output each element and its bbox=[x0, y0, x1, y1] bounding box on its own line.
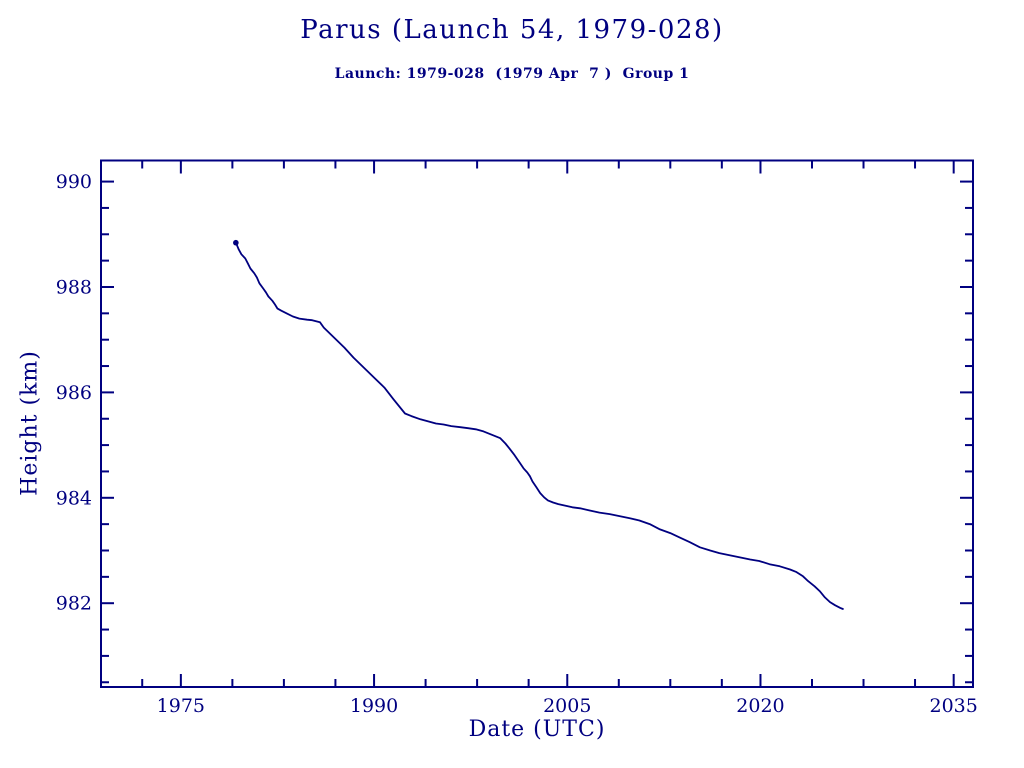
y-tick-label: 990 bbox=[56, 171, 92, 193]
x-axis-label: Date (UTC) bbox=[468, 717, 606, 742]
x-tick-label: 1990 bbox=[350, 695, 398, 717]
x-tick-label: 1975 bbox=[157, 695, 205, 717]
y-tick-label: 984 bbox=[56, 487, 92, 509]
plot-frame bbox=[100, 159, 974, 688]
y-axis-label: Height (km) bbox=[17, 350, 43, 496]
y-tick-label: 988 bbox=[56, 276, 92, 298]
x-tick-label: 2035 bbox=[929, 695, 977, 717]
y-tick-label: 982 bbox=[56, 593, 92, 615]
chart-title: Parus (Launch 54, 1979-028) bbox=[300, 15, 724, 45]
series-start-marker bbox=[233, 239, 239, 246]
x-tick-label: 2020 bbox=[736, 695, 784, 717]
height-series-line bbox=[234, 241, 844, 610]
y-tick-label: 986 bbox=[56, 382, 92, 404]
chart-subtitle: Launch: 1979-028 (1979 Apr 7 ) Group 1 bbox=[334, 66, 690, 82]
x-tick-label: 2005 bbox=[543, 695, 591, 717]
